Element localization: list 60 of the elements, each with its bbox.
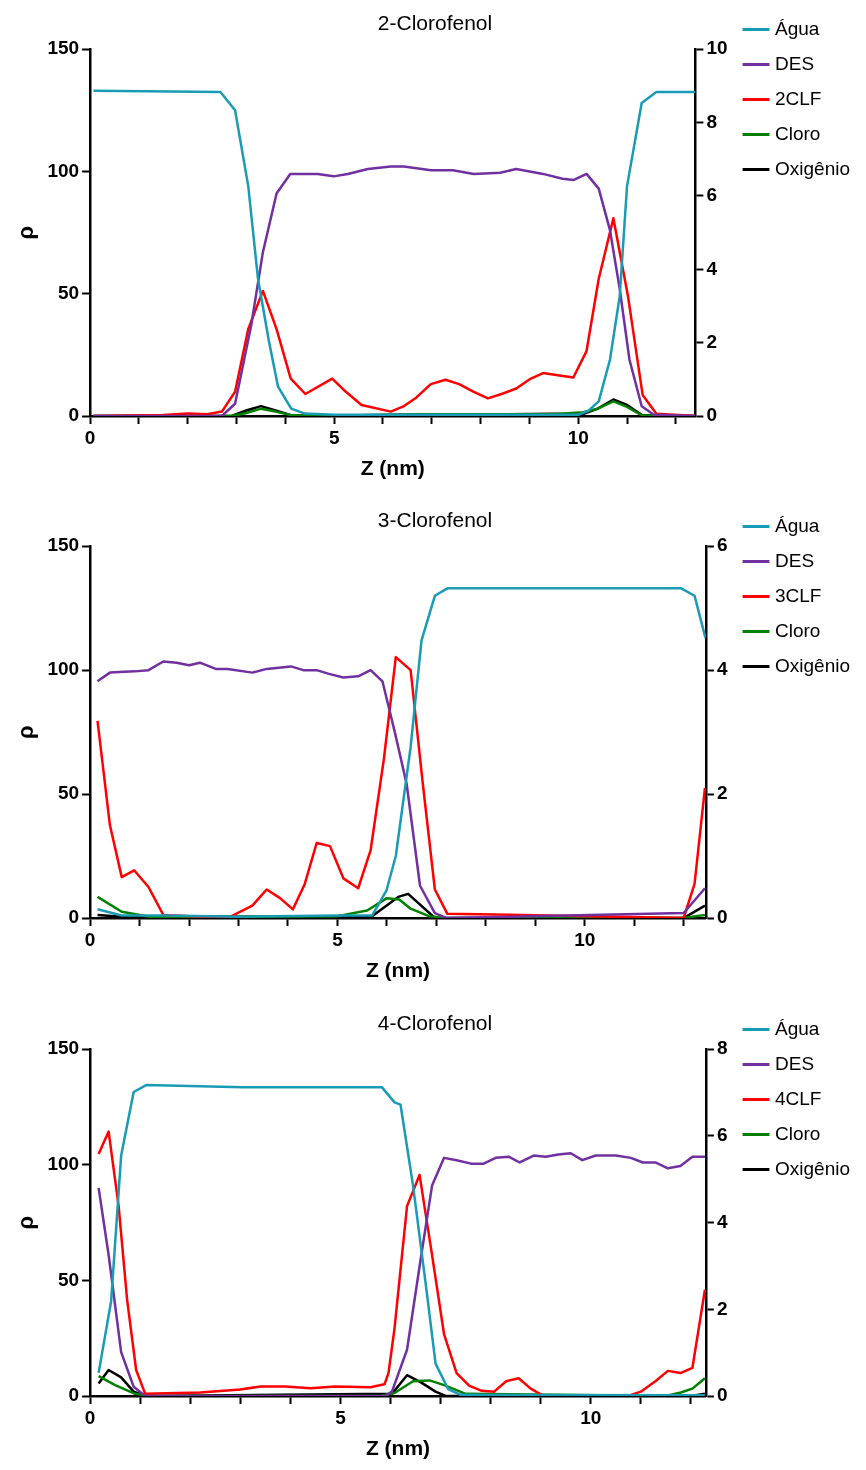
legend-label: DES [775,549,815,571]
y2-tick-label: 2 [716,1297,728,1319]
x-tick-label: 0 [84,1406,96,1428]
y2-tick-label: 6 [716,534,728,556]
y2-tick-label: 0 [716,1384,728,1406]
legend-label: 4CLF [775,1087,822,1109]
legend-label: Água [775,1017,820,1039]
y-tick-label: 150 [47,37,80,59]
y2-tick-label: 0 [716,906,728,928]
legend-label: DES [775,1052,815,1074]
chart-title: 2-Clorofenol [377,11,493,35]
x-tick-label: 5 [332,928,344,950]
y2-tick-label: 4 [716,658,728,680]
y2-tick-label: 6 [706,184,717,206]
legend-label: DES [775,52,815,74]
x-axis-title: Z (nm) [365,1436,431,1460]
x-tick-label: 0 [84,928,96,950]
legend-label: 3CLF [775,584,822,606]
y2-tick-label: 4 [716,1210,728,1232]
legend-label: Água [775,17,820,39]
y-tick-label: 0 [68,404,80,426]
y-tick-label: 100 [47,1153,80,1175]
legend-label: Cloro [775,619,821,641]
y-tick-label: 0 [68,906,80,928]
y-axis-title: ρ [13,725,39,739]
y-tick-label: 50 [57,782,80,804]
y-tick-label: 50 [57,1268,80,1290]
x-axis-title: Z (nm) [360,456,425,480]
legend-label: Oxigênio [775,157,851,179]
chart-title: 3-Clorofenol [377,508,493,532]
y2-tick-label: 2 [706,330,717,352]
y-tick-label: 0 [68,1384,80,1406]
x-axis-title: Z (nm) [365,958,431,982]
y-tick-label: 150 [47,1037,80,1059]
chart-title: 4-Clorofenol [377,1011,493,1035]
x-tick-label: 5 [328,426,340,448]
legend-label: Cloro [775,1122,821,1144]
legend-label: Água [775,514,820,536]
x-tick-label: 10 [580,1406,602,1428]
y-axis-title: ρ [13,225,39,240]
y2-tick-label: 4 [706,257,718,279]
y2-tick-label: 6 [716,1124,728,1146]
y-tick-label: 50 [57,281,80,303]
y2-tick-label: 8 [706,110,717,132]
y-tick-label: 100 [47,159,80,181]
x-tick-label: 0 [84,426,96,448]
legend-label: 2CLF [775,87,822,109]
y2-tick-label: 10 [706,37,728,59]
legend-label: Oxigênio [775,1157,851,1179]
y-axis-title: ρ [13,1215,39,1230]
legend-label: Oxigênio [775,654,851,676]
y2-tick-label: 0 [706,404,717,426]
legend-label: Cloro [775,122,821,144]
y2-tick-label: 8 [716,1037,728,1059]
y-tick-label: 100 [47,658,80,680]
x-tick-label: 5 [335,1406,347,1428]
x-tick-label: 10 [574,928,596,950]
x-tick-label: 10 [567,426,589,448]
y-tick-label: 150 [47,534,80,556]
y2-tick-label: 2 [716,782,728,804]
